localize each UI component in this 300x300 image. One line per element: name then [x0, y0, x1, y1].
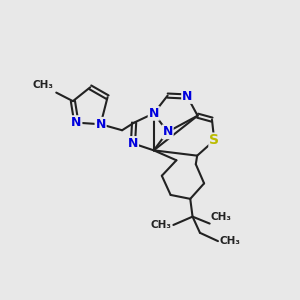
Text: CH₃: CH₃: [219, 236, 240, 246]
Text: N: N: [182, 90, 192, 103]
Text: N: N: [71, 116, 82, 129]
Text: N: N: [148, 107, 159, 120]
Text: CH₃: CH₃: [33, 80, 54, 90]
Text: N: N: [95, 118, 106, 131]
Text: N: N: [128, 137, 138, 150]
Text: CH₃: CH₃: [151, 220, 172, 230]
Text: CH₃: CH₃: [211, 212, 232, 222]
Text: S: S: [209, 134, 219, 147]
Text: N: N: [162, 125, 173, 138]
